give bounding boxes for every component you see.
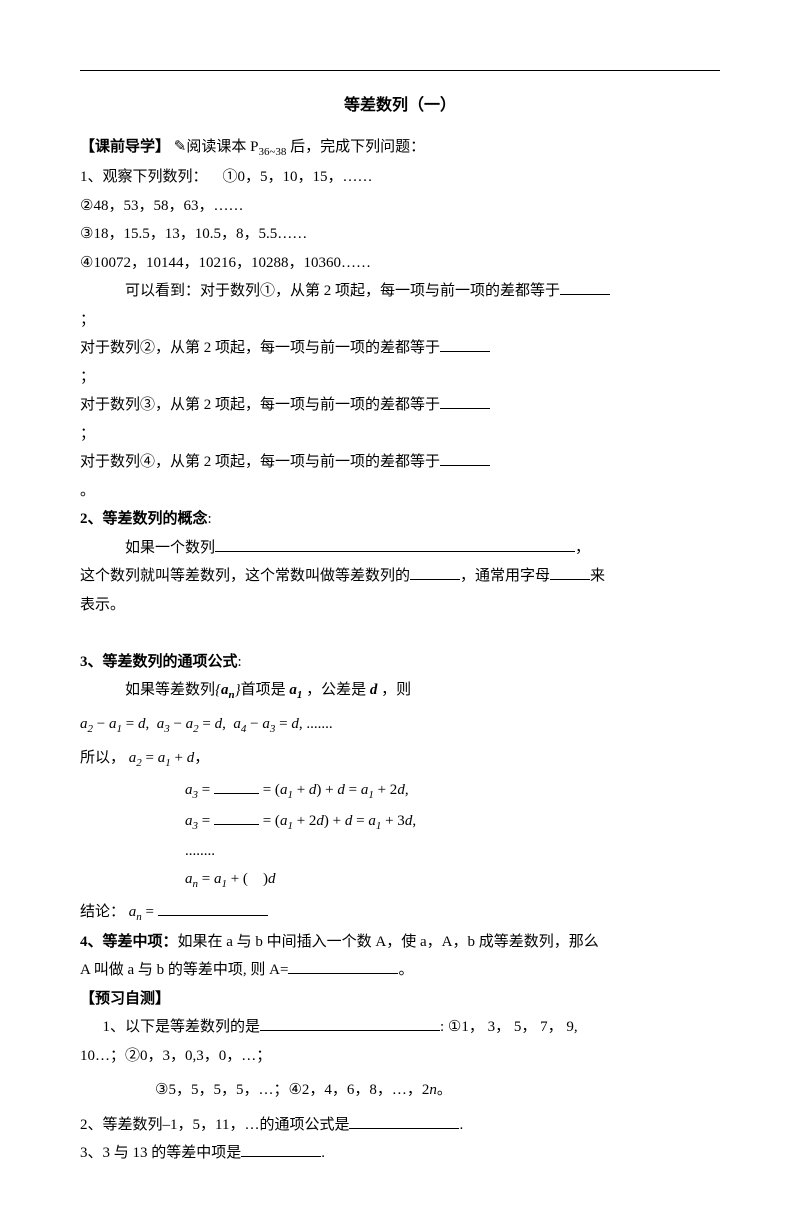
q4-tail: 。	[398, 962, 413, 978]
q2-line1: 如果一个数列 ，	[125, 534, 720, 563]
blank	[215, 551, 575, 552]
q1-obs1: 可以看到：对于数列①，从第 2 项起，每一项与前一项的差都等于	[125, 283, 560, 299]
q1-obs2-line: 对于数列②，从第 2 项起，每一项与前一项的差都等于	[80, 334, 720, 363]
blank	[560, 294, 610, 295]
f1: a3 = = (a1 + d) + d = a1 + 2d,	[185, 778, 720, 805]
fn: an = a1 + ( )d	[185, 867, 720, 894]
q1-seq1: ①0，5，10，15，……	[223, 169, 373, 185]
q2-heading: 2、等差数列的概念	[80, 511, 208, 527]
q1-obs3-line: 对于数列③，从第 2 项起，每一项与前一项的差都等于	[80, 391, 720, 420]
q4-heading: 4、等差中项：	[80, 934, 178, 950]
q4-t1: 如果在 a 与 b 中间插入一个数 A，使 a，A，b 成等差数列，那么	[178, 934, 599, 950]
q1-obs1-line: 可以看到：对于数列①，从第 2 项起，每一项与前一项的差都等于	[125, 277, 720, 306]
blank	[410, 579, 460, 580]
q3-so: 所以，	[80, 750, 125, 766]
pt-q2a: 2、等差数列–1，5，11，…的通项公式是	[80, 1117, 349, 1133]
q1-seq2: ②48，53，58，63，……	[80, 192, 720, 221]
q3-l1d: ，则	[377, 682, 411, 698]
pt-q1d-end: 。	[437, 1082, 452, 1098]
q1-obs3: 对于数列③，从第 2 项起，每一项与前一项的差都等于	[80, 397, 440, 413]
pt-q1-l2: 10…；②0，3，0,3，0，…；	[80, 1042, 720, 1071]
q1-obs2: 对于数列②，从第 2 项起，每一项与前一项的差都等于	[80, 340, 440, 356]
preguide-pages: 36~38	[258, 146, 286, 158]
blank	[214, 824, 259, 825]
formula-block: a3 = = (a1 + d) + d = a1 + 2d, a3 = = (a…	[185, 778, 720, 894]
q4-t2: A 叫做 a 与 b 的等差中项, 则 A=	[80, 962, 288, 978]
preguide-instruction: ✎阅读课本 P	[174, 139, 259, 155]
q1-obs4: 对于数列④，从第 2 项起，每一项与前一项的差都等于	[80, 454, 440, 470]
pt-q1b: : ①1， 3， 5， 7， 9,	[440, 1019, 578, 1035]
q1-seq3: ③18，15.5，13，10.5，8，5.5……	[80, 220, 720, 249]
pt-q3b: .	[321, 1145, 325, 1161]
blank	[550, 579, 590, 580]
semi3: ；	[80, 420, 720, 449]
seq-var: a	[221, 682, 229, 698]
q1-seq4: ④10072，10144，10216，10288，10360……	[80, 249, 720, 278]
q2-l1b: ，	[575, 540, 590, 556]
q3-concl: 结论：	[80, 904, 125, 920]
pt-q3: 3、3 与 13 的等差中项是.	[80, 1139, 720, 1168]
pt-q1-l1: 1、以下是等差数列的是 : ①1， 3， 5， 7， 9,	[103, 1013, 721, 1042]
q2-line2: 这个数列就叫等差数列，这个常数叫做等差数列的 ，通常用字母 来	[80, 562, 720, 591]
q2-l1a: 如果一个数列	[125, 540, 215, 556]
q1-lead-line: 1、观察下列数列： ①0，5，10，15，……	[80, 163, 720, 192]
q3-so-line: 所以， a2 = a1 + d，	[80, 744, 720, 774]
blank	[241, 1156, 321, 1157]
preguide-line: 【课前导学】 ✎阅读课本 P36~38 后，完成下列问题：	[80, 133, 720, 163]
q3-concl-line: 结论： an =	[80, 898, 720, 928]
pretest-heading-line: 【预习自测】	[80, 985, 720, 1014]
q3-heading-line: 3、等差数列的通项公式:	[80, 648, 720, 677]
q4-line2: A 叫做 a 与 b 的等差中项, 则 A= 。	[80, 956, 720, 985]
q1-lead: 1、观察下列数列：	[80, 169, 208, 185]
a1sub: 1	[297, 689, 303, 701]
pt-q1d-n: n	[429, 1082, 437, 1098]
q3-l1: 如果等差数列	[125, 682, 215, 698]
q1-obs4-line: 对于数列④，从第 2 项起，每一项与前一项的差都等于	[80, 448, 720, 477]
blank	[349, 1128, 459, 1129]
pt-q2: 2、等差数列–1，5，11，…的通项公式是.	[80, 1111, 720, 1140]
q3-heading: 3、等差数列的通项公式	[80, 654, 238, 670]
blank	[158, 915, 268, 916]
pt-q3a: 3、3 与 13 的等差中项是	[80, 1145, 241, 1161]
q3-eqline: a2 − a1 = d, a3 − a2 = d, a4 − a3 = d, .…	[80, 710, 720, 740]
q3-l1c: ，公差是	[306, 682, 366, 698]
blank	[214, 793, 259, 794]
top-rule	[80, 70, 720, 71]
semi2: ；	[80, 363, 720, 392]
q2-l2b: ，通常用字母	[460, 568, 550, 584]
page-title: 等差数列（一）	[80, 91, 720, 121]
pt-q1-l3: ③5，5，5，5，…；④2，4，6，8，…，2n。	[155, 1076, 720, 1105]
pt-q1a: 1、以下是等差数列的是	[103, 1019, 261, 1035]
semi1: ；	[80, 306, 720, 335]
q2-line3: 表示。	[80, 591, 720, 620]
period1: 。	[80, 477, 720, 506]
preguide-heading: 【课前导学】	[80, 139, 170, 155]
q4-line1: 4、等差中项：如果在 a 与 b 中间插入一个数 A，使 a，A，b 成等差数列…	[80, 928, 720, 957]
blank	[288, 973, 398, 974]
pt-q2b: .	[459, 1117, 463, 1133]
blank	[440, 351, 490, 352]
blank	[440, 465, 490, 466]
q2-heading-line: 2、等差数列的概念:	[80, 505, 720, 534]
q3-line1: 如果等差数列{an}首项是 a1 ，公差是 d ，则	[125, 676, 720, 706]
pt-q1d: ③5，5，5，5，…；④2，4，6，8，…，2	[155, 1082, 429, 1098]
pretest-heading: 【预习自测】	[80, 991, 170, 1007]
q2-l2c: 来	[590, 568, 605, 584]
dots: ........	[185, 839, 720, 863]
q2-l2a: 这个数列就叫等差数列，这个常数叫做等差数列的	[80, 568, 410, 584]
blank	[440, 408, 490, 409]
preguide-tail: 后，完成下列问题：	[286, 139, 425, 155]
f2: a3 = = (a1 + 2d) + d = a1 + 3d,	[185, 809, 720, 836]
blank	[260, 1030, 440, 1031]
a1: a	[289, 682, 297, 698]
q3-l1b: 首项是	[241, 682, 286, 698]
